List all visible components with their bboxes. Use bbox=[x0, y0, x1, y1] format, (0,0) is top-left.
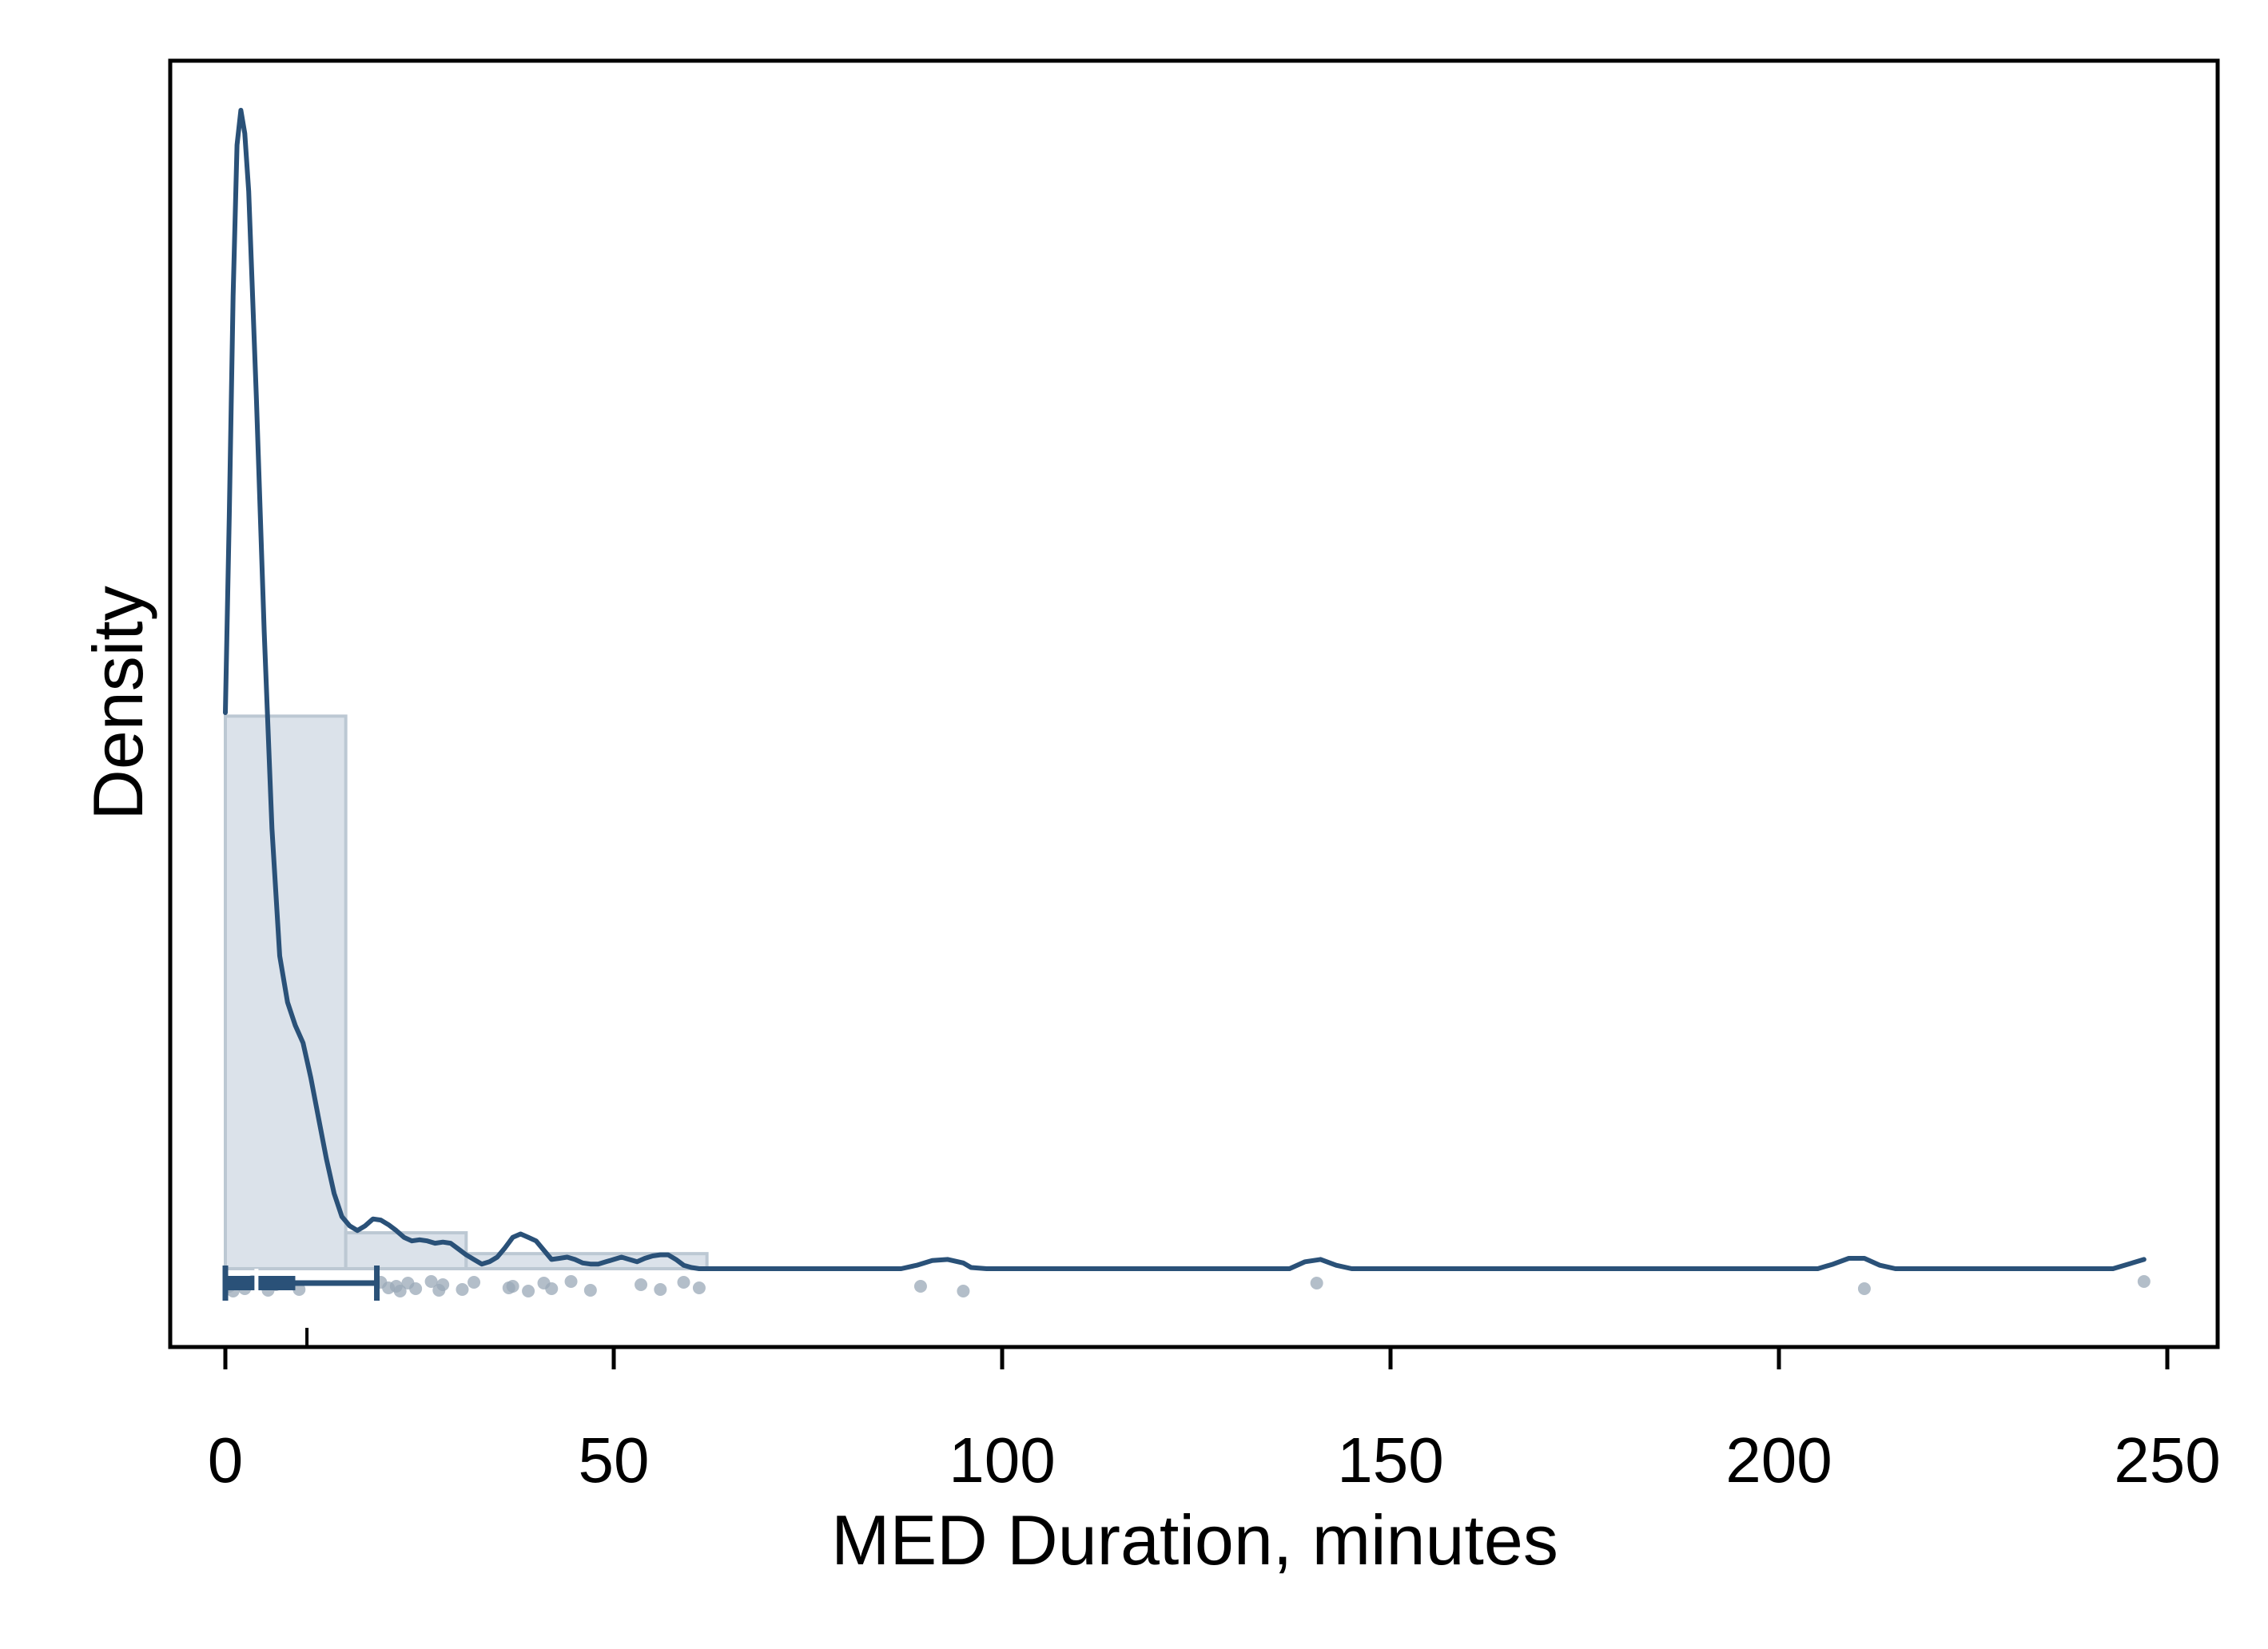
data-point bbox=[393, 1285, 407, 1297]
boxplot bbox=[222, 1266, 380, 1347]
data-point bbox=[468, 1276, 481, 1289]
x-tick-label: 100 bbox=[949, 1424, 1055, 1496]
plot-frame bbox=[168, 58, 2220, 1349]
y-axis-title: Density bbox=[78, 586, 157, 820]
x-tick-label: 0 bbox=[208, 1424, 244, 1496]
x-tick-label: 150 bbox=[1337, 1424, 1443, 1496]
data-point bbox=[654, 1283, 667, 1296]
data-point bbox=[506, 1280, 519, 1293]
data-point bbox=[545, 1282, 559, 1295]
data-point bbox=[957, 1285, 970, 1297]
data-point bbox=[913, 1280, 927, 1293]
data-point bbox=[409, 1282, 423, 1295]
x-tick-label: 250 bbox=[2114, 1424, 2220, 1496]
data-point bbox=[456, 1283, 469, 1296]
data-point bbox=[1310, 1277, 1323, 1289]
boxplot-box bbox=[225, 1276, 296, 1290]
data-point bbox=[1857, 1282, 1871, 1295]
data-point bbox=[564, 1275, 578, 1288]
kde-layer bbox=[223, 108, 2147, 1271]
data-point bbox=[692, 1281, 706, 1294]
histogram-bars bbox=[224, 714, 709, 1271]
data-point bbox=[436, 1278, 450, 1291]
data-point bbox=[292, 1283, 306, 1296]
x-axis: 0 50 100 150 200 250 bbox=[208, 1347, 2221, 1496]
data-point bbox=[2137, 1275, 2151, 1288]
data-point bbox=[635, 1278, 648, 1291]
data-point bbox=[424, 1275, 438, 1288]
x-tick-label: 200 bbox=[1725, 1424, 1832, 1496]
x-tick-label: 50 bbox=[579, 1424, 650, 1496]
x-axis-title: MED Duration, minutes bbox=[831, 1500, 1558, 1579]
data-point bbox=[677, 1276, 690, 1289]
kde-line bbox=[223, 108, 2147, 1271]
data-point bbox=[583, 1284, 597, 1297]
data-points bbox=[222, 1275, 2151, 1297]
data-point bbox=[522, 1285, 535, 1297]
